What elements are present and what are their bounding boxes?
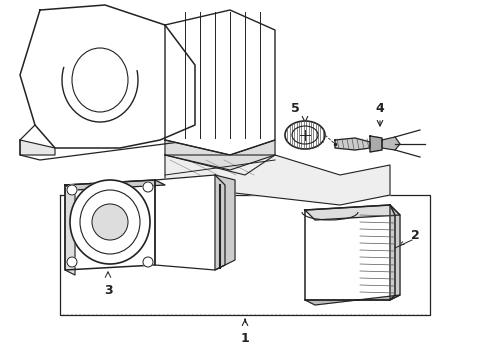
Polygon shape: [60, 195, 430, 315]
Polygon shape: [165, 155, 390, 205]
Ellipse shape: [285, 121, 325, 149]
Ellipse shape: [80, 190, 140, 254]
Text: 5: 5: [291, 102, 299, 114]
Polygon shape: [65, 185, 75, 275]
Text: 2: 2: [411, 229, 419, 242]
Text: 4: 4: [376, 102, 384, 114]
Polygon shape: [165, 140, 275, 170]
Polygon shape: [335, 138, 370, 150]
Polygon shape: [305, 205, 400, 220]
Polygon shape: [305, 205, 395, 300]
Polygon shape: [382, 137, 400, 150]
Ellipse shape: [67, 257, 77, 267]
Polygon shape: [20, 140, 55, 155]
Polygon shape: [390, 205, 400, 300]
Polygon shape: [65, 180, 155, 270]
Ellipse shape: [143, 182, 153, 192]
Ellipse shape: [67, 185, 77, 195]
Polygon shape: [305, 295, 400, 305]
Ellipse shape: [70, 180, 150, 264]
Polygon shape: [370, 136, 382, 152]
Polygon shape: [65, 180, 165, 190]
Ellipse shape: [292, 126, 318, 144]
Text: 3: 3: [104, 284, 112, 297]
Ellipse shape: [143, 257, 153, 267]
Ellipse shape: [92, 204, 128, 240]
Polygon shape: [20, 125, 195, 160]
Text: 1: 1: [241, 332, 249, 345]
Polygon shape: [215, 175, 235, 270]
Polygon shape: [20, 5, 195, 148]
Polygon shape: [165, 10, 275, 155]
Polygon shape: [155, 175, 225, 270]
